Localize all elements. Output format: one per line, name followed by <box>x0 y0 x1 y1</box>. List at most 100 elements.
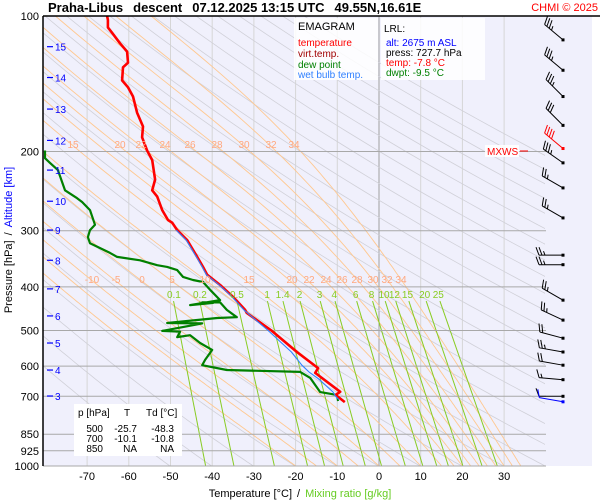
table-cell: 700 <box>86 434 103 445</box>
dry-adiabat-line <box>109 16 545 294</box>
wind-barb-station <box>561 95 565 99</box>
wind-barb-staff <box>544 24 564 41</box>
wind-barb-flag <box>548 128 553 138</box>
wind-barb-flag <box>540 301 543 310</box>
wind-barb-station <box>561 123 565 127</box>
wind-barb <box>544 124 565 151</box>
table-cell: -48.3 <box>151 424 174 435</box>
wind-barb-flag <box>547 144 551 153</box>
moist-adiabat-label: 28 <box>211 140 223 151</box>
x-tick-label: -60 <box>121 471 137 483</box>
wind-barb-flag <box>545 142 549 151</box>
x-tick-label: -30 <box>246 471 262 483</box>
moist-adiabat-label: 22 <box>303 275 315 286</box>
y-tick-label: 925 <box>21 446 39 458</box>
mixing-ratio-line <box>384 300 438 466</box>
wind-barb <box>536 369 565 382</box>
wind-barb <box>541 197 565 220</box>
wind-barb-staff <box>539 377 564 381</box>
x-tick-label: -40 <box>204 471 220 483</box>
wind-barb <box>545 100 565 127</box>
moist-adiabat-label: 32 <box>381 275 393 286</box>
moist-adiabat-label: 5 <box>169 275 175 286</box>
y-tick-label: 700 <box>21 391 39 403</box>
wind-barb-staff <box>541 175 564 189</box>
wind-barb-station <box>561 394 565 398</box>
summary-table: p [hPa] T Td [°C] 500 -25.7 -48.3 700 -1… <box>78 408 177 455</box>
mixing-ratio-label: 1 <box>264 290 270 301</box>
moist-adiabat-label: 15 <box>243 275 255 286</box>
mixing-ratio-label: 0.5 <box>230 290 244 301</box>
mixing-ratio-line <box>334 300 383 466</box>
wind-barb-flag <box>537 339 540 348</box>
dry-adiabat-line <box>217 16 545 214</box>
wind-barb <box>540 301 565 322</box>
wind-barb-flag <box>538 256 543 265</box>
wind-barb-staff <box>541 309 564 321</box>
dry-adiabat-line <box>87 16 545 311</box>
wind-barb-flag <box>547 102 553 111</box>
wind-barb-staff <box>545 79 564 97</box>
wind-barb <box>537 339 565 354</box>
mxws-label: MXWS <box>487 147 518 158</box>
wind-barb-half <box>551 56 554 61</box>
mixing-ratio-label: 0.1 <box>167 290 181 301</box>
lrl-title: LRL: <box>384 24 405 35</box>
wind-barb-staff <box>545 108 564 126</box>
y-tick-label: 400 <box>21 282 39 294</box>
table-cell: NA <box>123 444 137 455</box>
wind-barb <box>541 167 565 190</box>
x-axis-title-mix: Mixing ratio [g/kg] <box>305 488 391 500</box>
moist-adiabat-label: 34 <box>288 140 300 151</box>
moist-adiabat-label: 28 <box>351 275 363 286</box>
moist-adiabat-label: 24 <box>159 140 171 151</box>
wind-barb-flag <box>544 168 547 178</box>
dry-adiabat-line <box>43 51 545 385</box>
wind-barb-flag <box>541 324 544 333</box>
lrl-alt: alt: 2675 m ASL <box>386 38 457 49</box>
x-axis-title-temp: Temperature [°C] <box>209 488 292 500</box>
table-header-t: T <box>124 408 130 419</box>
dry-adiabat-line <box>152 16 545 261</box>
wind-barb-half <box>546 286 549 292</box>
wind-barb-flag <box>548 50 553 59</box>
wind-barb-staff <box>541 287 564 301</box>
wind-barb-staff <box>544 54 564 71</box>
dry-adiabat-line <box>195 16 545 230</box>
wind-barb-staff <box>539 360 564 366</box>
wind-barb-station <box>561 38 565 42</box>
wind-barb-flag <box>535 256 540 265</box>
wind-barb-station <box>561 186 565 190</box>
x-tick-label: -70 <box>79 471 95 483</box>
moist-adiabat-label: -10 <box>85 275 100 286</box>
wind-barb-station <box>561 336 565 340</box>
wind-barb <box>538 323 565 340</box>
y-tick-label: 300 <box>21 226 39 238</box>
altitude-tick-label: 10 <box>55 197 67 208</box>
mixing-ratio-label: 15 <box>402 290 414 301</box>
moist-adiabat-label: 0 <box>139 275 145 286</box>
x-axis-title-sep: / <box>297 488 301 500</box>
wind-barb-flag <box>540 339 543 349</box>
wind-barb-station <box>561 161 565 165</box>
table-cell: -10.8 <box>151 434 174 445</box>
altitude-tick-label: 7 <box>55 285 61 296</box>
x-tick-label: 30 <box>498 471 510 483</box>
dry-adiabat-line <box>174 16 545 245</box>
wind-barb-flag <box>537 352 540 362</box>
wind-barb-half <box>546 204 549 209</box>
wind-barb-half <box>540 373 543 378</box>
legend-title: EMAGRAM <box>298 21 355 33</box>
wind-barb-staff <box>544 132 564 149</box>
wind-barb-flag <box>541 279 545 289</box>
dry-adiabat-line <box>43 32 545 366</box>
wind-barb-flag <box>551 130 555 140</box>
wind-barb-staff <box>539 331 564 339</box>
mixing-ratio-label: 20 <box>419 290 431 301</box>
wind-barb-flag <box>544 46 548 55</box>
altitude-tick-label: 14 <box>55 74 67 85</box>
y-axis-title: Pressure [hPa] / Altitude [km] <box>3 167 15 313</box>
wind-barb-flag <box>536 369 540 378</box>
y-tick-label: 200 <box>21 146 39 158</box>
dry-adiabat-line <box>43 71 545 404</box>
